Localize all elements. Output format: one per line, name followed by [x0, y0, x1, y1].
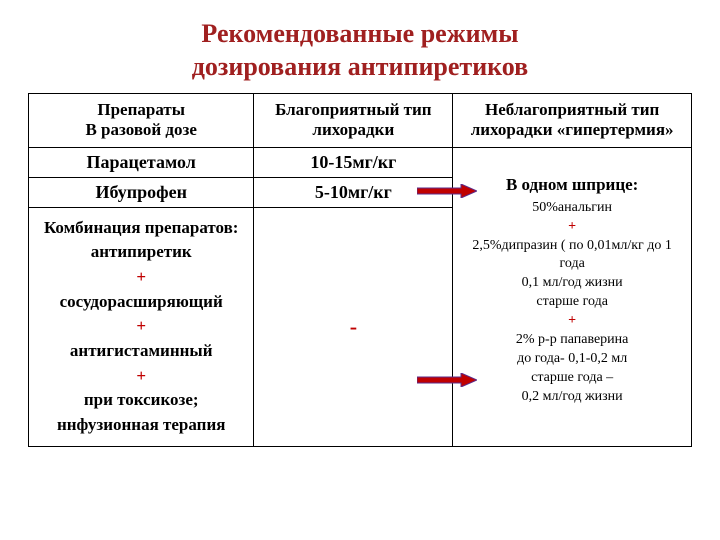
table-header-row: Препараты В разовой дозе Благоприятный т…	[29, 94, 692, 148]
right-line: старше года –	[459, 369, 685, 388]
drug-ibuprofen: Ибупрофен	[29, 177, 254, 207]
combo-line: при токсикозе;	[35, 388, 247, 413]
hdr-col3: Неблагоприятный тип лихорадки «гипертерм…	[453, 94, 692, 148]
dash-cell: -	[254, 207, 453, 446]
adverse-cell: В одном шприце: 50%анальгин + 2,5%дипраз…	[453, 147, 692, 446]
combo-plus: +	[35, 364, 247, 389]
right-line: 2,5%дипразин ( по 0,01мл/кг до 1 года	[459, 237, 685, 275]
dosage-table: Препараты В разовой дозе Благоприятный т…	[28, 93, 692, 447]
syringe-lead: В одном шприце:	[459, 174, 685, 197]
combo-plus: +	[35, 265, 247, 290]
right-line: старше года	[459, 293, 685, 312]
table-row: Парацетамол 10-15мг/кг В одном шприце: 5…	[29, 147, 692, 177]
combo-line: сосудорасширяющий	[35, 290, 247, 315]
right-line: до года- 0,1-0,2 мл	[459, 350, 685, 369]
combo-line: ннфузионная терапия	[35, 413, 247, 438]
dose-paracetamol: 10-15мг/кг	[254, 147, 453, 177]
combo-line: антигистаминный	[35, 339, 247, 364]
hdr-col1: Препараты В разовой дозе	[29, 94, 254, 148]
right-line: 2% р-р папаверина	[459, 331, 685, 350]
hdr-col1-l1: Препараты	[97, 100, 185, 119]
right-line: 0,2 мл/год жизни	[459, 388, 685, 407]
right-plus: +	[459, 312, 685, 331]
right-line: 0,1 мл/год жизни	[459, 274, 685, 293]
dash-mark: -	[350, 314, 357, 339]
combo-plus: +	[35, 314, 247, 339]
title-line-2: дозирования антипиретиков	[192, 52, 528, 81]
hdr-col2: Благоприятный тип лихорадки	[254, 94, 453, 148]
right-plus: +	[459, 218, 685, 237]
combo-line: Комбинация препаратов:	[35, 216, 247, 241]
combo-cell: Комбинация препаратов: антипиретик + сос…	[29, 207, 254, 446]
title-line-1: Рекомендованные режимы	[201, 19, 518, 48]
drug-paracetamol: Парацетамол	[29, 147, 254, 177]
right-line: 50%анальгин	[459, 199, 685, 218]
hdr-col1-l2: В разовой дозе	[85, 120, 196, 139]
dose-ibuprofen: 5-10мг/кг	[254, 177, 453, 207]
combo-line: антипиретик	[35, 240, 247, 265]
slide-title: Рекомендованные режимы дозирования антип…	[28, 18, 692, 83]
